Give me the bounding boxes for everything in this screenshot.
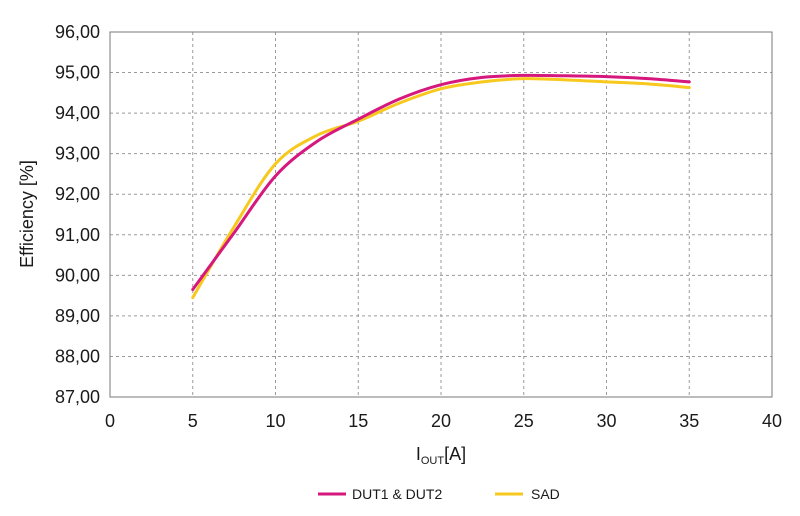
y-axis-label: Efficiency [%] [17, 160, 37, 268]
x-tick-label: 20 [431, 411, 451, 431]
x-tick-label: 40 [762, 411, 782, 431]
y-tick-label: 93,00 [55, 144, 100, 164]
x-axis-label-unit: [A] [444, 444, 466, 464]
legend: DUT1 & DUT2 SAD [318, 486, 560, 502]
x-tick-label: 25 [514, 411, 534, 431]
y-axis-ticks: 87,00 88,00 89,00 90,00 91,00 92,00 93,00 94,00… [55, 22, 100, 407]
series-line-sad [191, 77, 691, 300]
legend-label-dut: DUT1 & DUT2 [352, 486, 442, 502]
plot-area-frame [109, 31, 773, 398]
y-tick-label: 94,00 [55, 103, 100, 123]
x-axis-ticks: 0 5 10 15 20 25 30 35 40 [105, 411, 782, 431]
x-axis-label: IOUT[A] [416, 444, 466, 467]
x-axis-label-sub: OUT [421, 455, 445, 467]
y-tick-label: 95,00 [55, 63, 100, 83]
legend-label-sad: SAD [531, 486, 560, 502]
x-tick-label: 10 [265, 411, 285, 431]
y-tick-label: 89,00 [55, 306, 100, 326]
grid [110, 32, 772, 397]
x-tick-label: 30 [596, 411, 616, 431]
y-tick-label: 91,00 [55, 225, 100, 245]
x-tick-label: 15 [348, 411, 368, 431]
y-tick-label: 92,00 [55, 184, 100, 204]
x-tick-label: 0 [105, 411, 115, 431]
y-tick-label: 87,00 [55, 387, 100, 407]
y-tick-label: 96,00 [55, 22, 100, 42]
series-line-dut1-dut2 [191, 73, 691, 292]
y-tick-label: 90,00 [55, 265, 100, 285]
x-tick-label: 35 [679, 411, 699, 431]
x-tick-label: 5 [188, 411, 198, 431]
series-lines [191, 73, 691, 300]
x-axis-label-main: I [416, 444, 421, 464]
y-tick-label: 88,00 [55, 346, 100, 366]
